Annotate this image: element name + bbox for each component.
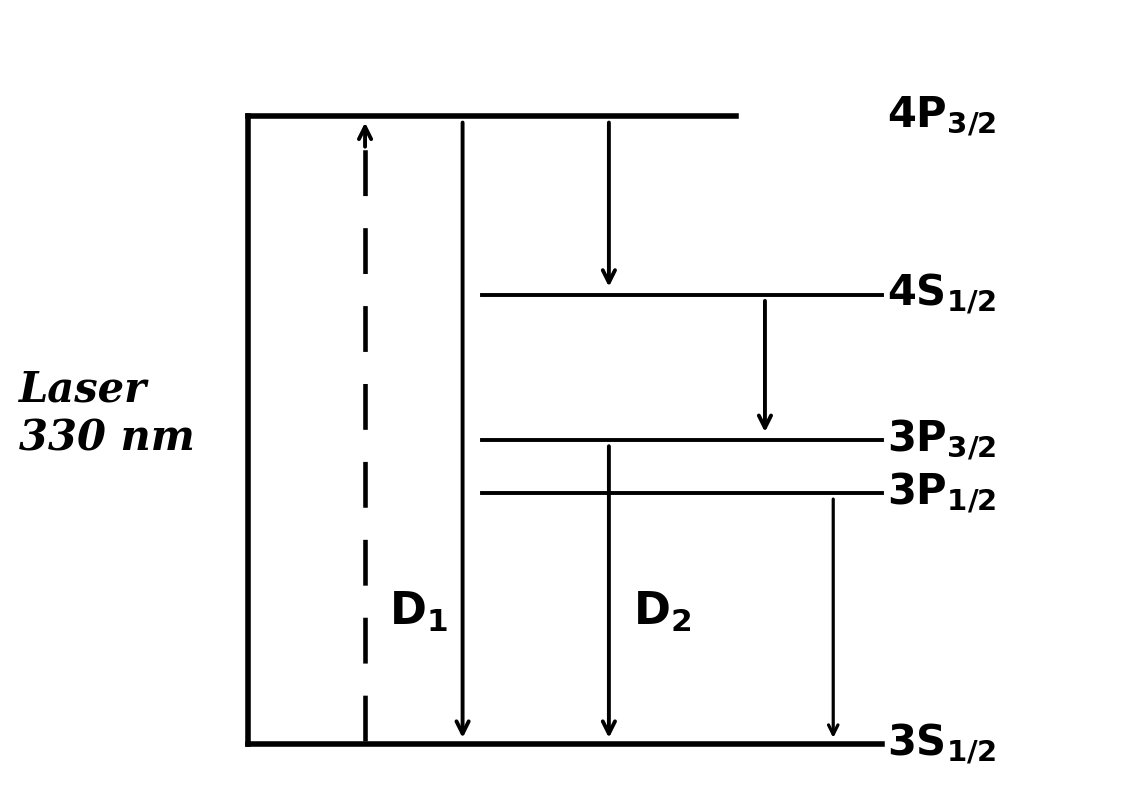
Text: $\mathbf{D_2}$: $\mathbf{D_2}$ — [633, 590, 692, 634]
Text: $\mathbf{3P_{1/2}}$: $\mathbf{3P_{1/2}}$ — [887, 470, 997, 516]
Text: $\mathbf{4S_{1/2}}$: $\mathbf{4S_{1/2}}$ — [887, 272, 996, 317]
Text: Laser
330 nm: Laser 330 nm — [19, 368, 194, 459]
Text: $\mathbf{4P_{3/2}}$: $\mathbf{4P_{3/2}}$ — [887, 95, 997, 139]
Text: $\mathbf{D_1}$: $\mathbf{D_1}$ — [389, 590, 449, 634]
Text: $\mathbf{3P_{3/2}}$: $\mathbf{3P_{3/2}}$ — [887, 417, 997, 463]
Text: $\mathbf{3S_{1/2}}$: $\mathbf{3S_{1/2}}$ — [887, 722, 996, 767]
